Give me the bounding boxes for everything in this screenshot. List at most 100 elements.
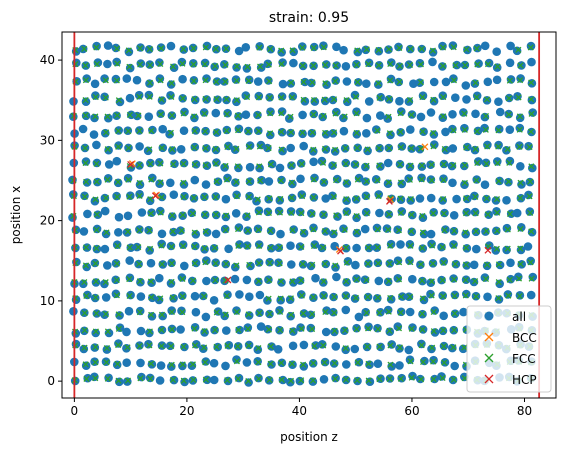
fcc-point (310, 146, 317, 153)
fcc-point (441, 145, 448, 153)
fcc-point (300, 361, 307, 368)
fcc-point (408, 374, 415, 381)
atom-point (480, 41, 490, 51)
atom-point (461, 229, 471, 239)
atom-point (168, 146, 177, 155)
fcc-point (363, 178, 370, 185)
fcc-point (82, 159, 89, 167)
atom-point (395, 361, 404, 370)
fcc-point (265, 326, 272, 333)
fcc-point (245, 193, 252, 200)
atom-point (375, 208, 384, 218)
atom-point (155, 376, 165, 385)
atom-point (255, 163, 264, 173)
fcc-point (494, 209, 501, 216)
atom-point (462, 95, 471, 104)
fcc-point (245, 128, 252, 135)
fcc-point (224, 143, 231, 151)
fcc-point (265, 61, 272, 68)
fcc-point (439, 374, 446, 382)
fcc-point (298, 325, 305, 332)
fcc-point (396, 259, 403, 266)
fcc-point (419, 212, 426, 220)
fcc-point (115, 127, 122, 135)
atom-point (287, 260, 296, 269)
fcc-point (103, 359, 110, 366)
fcc-point (278, 146, 285, 153)
atom-point (439, 174, 448, 183)
fcc-point (463, 144, 470, 151)
fcc-point (517, 194, 524, 202)
fcc-point (398, 293, 405, 300)
fcc-point (452, 260, 459, 268)
atom-point (448, 144, 458, 153)
fcc-point (136, 179, 143, 186)
fcc-point (408, 211, 415, 218)
atom-point (450, 361, 460, 371)
fcc-point (299, 193, 306, 200)
fcc-point (126, 193, 133, 200)
fcc-point (201, 211, 208, 218)
fcc-point (148, 176, 155, 183)
fcc-point (298, 160, 305, 168)
atom-point (167, 362, 176, 371)
atom-point (69, 307, 78, 316)
atom-point (512, 208, 522, 218)
atom-point (469, 260, 479, 270)
atom-point (395, 96, 404, 106)
atom-point (362, 79, 371, 88)
fcc-point (233, 63, 240, 70)
fcc-point (234, 163, 241, 170)
fcc-point (255, 345, 262, 352)
fcc-point (243, 93, 251, 101)
atom-point (81, 97, 91, 106)
legend-marker-hcp (484, 374, 494, 384)
fcc-point (202, 259, 209, 266)
fcc-point (212, 145, 219, 153)
fcc-point (396, 78, 403, 86)
fcc-point (363, 46, 370, 53)
fcc-point (202, 145, 209, 152)
fcc-point (157, 209, 164, 216)
fcc-point (212, 277, 219, 284)
atom-point (69, 190, 78, 199)
fcc-point (135, 244, 142, 251)
atom-point (176, 226, 185, 235)
fcc-point (93, 211, 101, 218)
fcc-point (341, 113, 348, 120)
atom-point (448, 110, 457, 119)
fcc-point (82, 62, 89, 69)
atom-point (438, 91, 448, 100)
fcc-point (462, 210, 470, 217)
atom-point (492, 75, 502, 85)
fcc-point (342, 345, 349, 352)
fcc-point (418, 376, 425, 383)
fcc-point (246, 178, 253, 185)
atom-point (480, 180, 490, 189)
fcc-point (472, 278, 479, 285)
fcc-point (430, 96, 437, 103)
atom-point (264, 177, 274, 186)
fcc-point (180, 160, 187, 167)
atom-point (178, 240, 188, 249)
fcc-point (364, 260, 372, 267)
fcc-point (288, 162, 295, 169)
fcc-point (179, 293, 186, 300)
atom-point (78, 44, 88, 54)
fcc-point (179, 275, 186, 282)
fcc-point (213, 128, 220, 136)
atom-point (232, 97, 241, 107)
fcc-point (104, 113, 111, 120)
fcc-point (440, 94, 447, 101)
atom-point (362, 113, 372, 123)
atom-point (516, 162, 525, 171)
atom-point (331, 263, 340, 272)
atom-point (134, 90, 144, 100)
fcc-point (277, 326, 284, 334)
legend-label-all: all (512, 310, 526, 324)
atom-point (406, 125, 415, 134)
fcc-point (192, 342, 199, 349)
fcc-point (93, 44, 100, 51)
fcc-point (147, 196, 154, 203)
atom-point (288, 341, 298, 351)
